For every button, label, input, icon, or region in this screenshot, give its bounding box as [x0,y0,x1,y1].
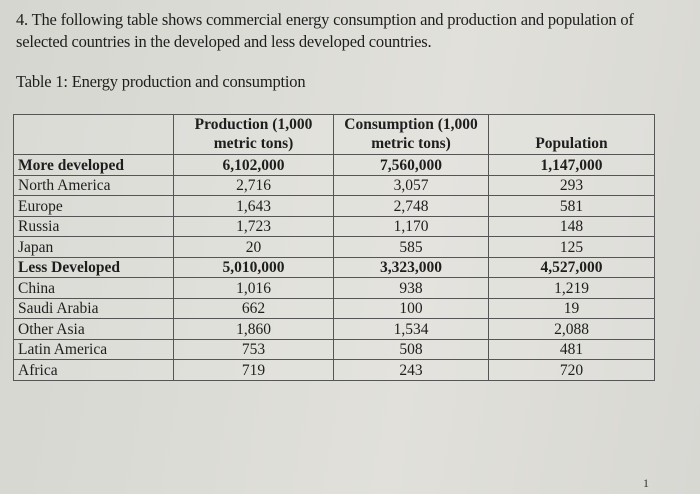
consumption-cell: 1,170 [333,215,489,237]
production-cell: 2,716 [173,174,334,196]
table-row: Latin America 753 508 481 [13,338,655,360]
question-text: 4. The following table shows commercial … [16,10,634,51]
consumption-cell: 1,534 [333,318,489,340]
table-row: North America 2,716 3,057 293 [13,174,655,196]
table-row: China 1,016 938 1,219 [13,277,655,299]
energy-table: Production (1,000 metric tons) Consumpti… [13,114,655,381]
population-cell: 481 [488,338,655,360]
consumption-cell: 2,748 [333,195,489,217]
production-cell: 1,723 [173,215,334,237]
region-cell: Europe [13,195,174,217]
population-cell: 293 [488,174,655,196]
production-cell: 6,102,000 [173,154,334,176]
production-cell: 1,016 [173,277,334,299]
consumption-cell: 7,560,000 [333,154,489,176]
header-production: Production (1,000 metric tons) [173,114,334,155]
consumption-cell: 508 [333,338,489,360]
consumption-cell: 585 [333,236,489,258]
table-group-row: More developed 6,102,000 7,560,000 1,147,00… [13,154,655,176]
table-group-row: Less Developed 5,010,000 3,323,000 4,527,00… [13,256,655,278]
population-cell: 581 [488,195,655,217]
region-cell: Japan [13,236,174,258]
table-row: Japan 20 585 125 [13,236,655,258]
population-cell: 125 [488,236,655,258]
population-cell: 1,147,000 [488,154,655,176]
region-cell: Other Asia [13,318,174,340]
table-caption: Table 1: Energy production and consumpti… [16,72,306,91]
population-cell: 148 [488,215,655,237]
table-row: Russia 1,723 1,170 148 [13,215,655,237]
consumption-cell: 243 [333,359,489,381]
production-cell: 662 [173,297,334,319]
production-cell: 719 [173,359,334,381]
table-row: Other Asia 1,860 1,534 2,088 [13,318,655,340]
consumption-cell: 3,057 [333,174,489,196]
population-cell: 720 [488,359,655,381]
header-consumption: Consumption (1,000 metric tons) [333,114,489,155]
table-row: Saudi Arabia 662 100 19 [13,297,655,319]
region-cell: Saudi Arabia [13,297,174,319]
consumption-cell: 938 [333,277,489,299]
page-number: 1 [643,476,649,490]
region-cell: Less Developed [13,256,174,278]
region-cell: Africa [13,359,174,381]
consumption-cell: 100 [333,297,489,319]
table-header-row: Production (1,000 metric tons) Consumpti… [13,114,655,155]
population-cell: 1,219 [488,277,655,299]
region-cell: Latin America [13,338,174,360]
production-cell: 5,010,000 [173,256,334,278]
production-cell: 1,643 [173,195,334,217]
production-cell: 1,860 [173,318,334,340]
table-row: Europe 1,643 2,748 581 [13,195,655,217]
region-cell: North America [13,174,174,196]
population-cell: 4,527,000 [488,256,655,278]
header-population: Population [488,114,655,155]
population-cell: 2,088 [488,318,655,340]
population-cell: 19 [488,297,655,319]
consumption-cell: 3,323,000 [333,256,489,278]
region-cell: China [13,277,174,299]
region-cell: More developed [13,154,174,176]
region-cell: Russia [13,215,174,237]
production-cell: 20 [173,236,334,258]
production-cell: 753 [173,338,334,360]
table-row: Africa 719 243 720 [13,359,655,381]
header-region [13,114,174,155]
